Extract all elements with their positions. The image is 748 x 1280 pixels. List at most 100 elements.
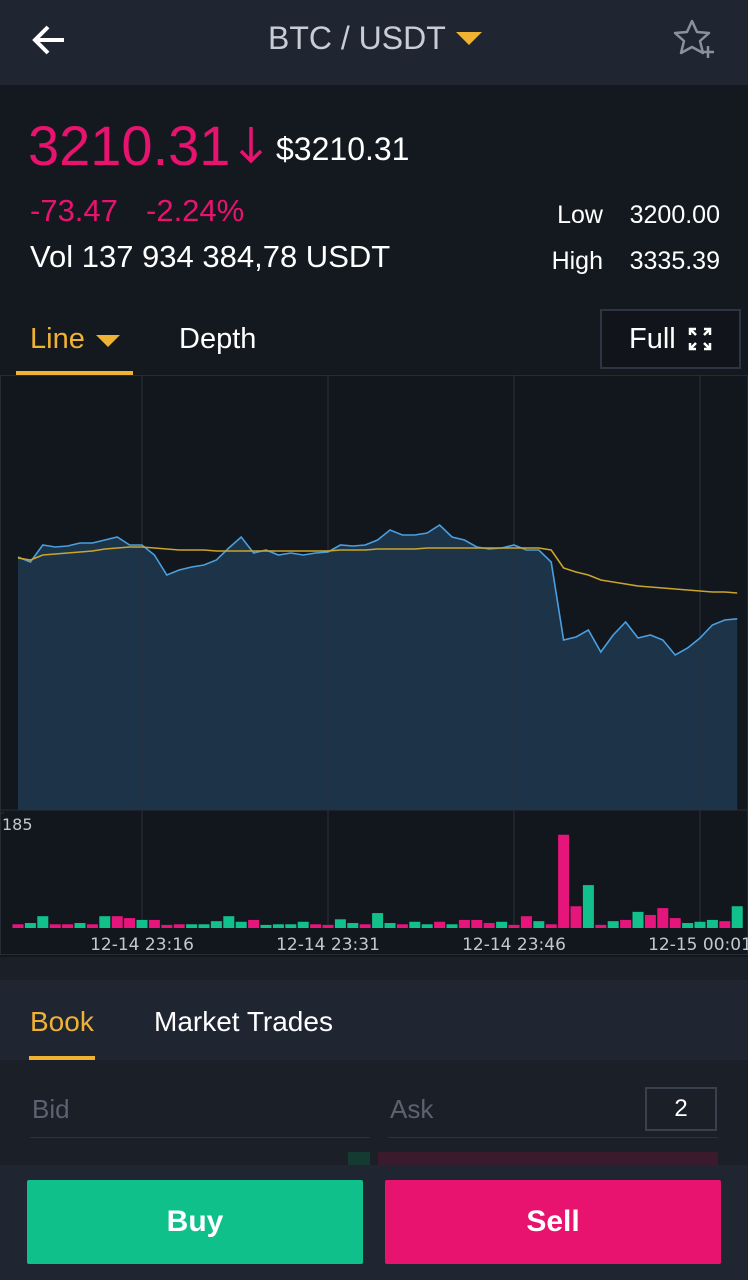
full-label: Full bbox=[629, 323, 676, 355]
volume-bar bbox=[12, 924, 24, 928]
volume-bar bbox=[49, 924, 61, 928]
price-area bbox=[18, 525, 738, 810]
y-tick-label: 185 bbox=[2, 815, 33, 834]
order-book: Bid Ask 2 bbox=[0, 1060, 748, 1165]
depth-selector[interactable]: 2 bbox=[645, 1087, 717, 1131]
last-price: 3210.31 bbox=[28, 114, 231, 177]
volume-bar bbox=[86, 924, 98, 928]
volume-bar bbox=[731, 906, 743, 928]
volume-bar bbox=[235, 921, 247, 928]
volume-bar bbox=[384, 923, 396, 928]
high-value: 3335.39 bbox=[629, 247, 720, 275]
back-button[interactable] bbox=[30, 22, 70, 58]
volume-bar bbox=[644, 914, 656, 928]
volume-bar bbox=[99, 916, 111, 928]
x-tick-label: 12-14 23:46 bbox=[462, 935, 566, 955]
volume-bar bbox=[682, 923, 694, 928]
volume-bar bbox=[223, 916, 235, 928]
volume-bar bbox=[483, 923, 495, 928]
volume-bar bbox=[520, 916, 532, 928]
volume-bar bbox=[359, 924, 371, 928]
average-line bbox=[17, 546, 738, 594]
header: BTC / USDT bbox=[0, 0, 748, 85]
line-dropdown[interactable] bbox=[96, 335, 120, 347]
buy-button[interactable]: Buy bbox=[27, 1180, 363, 1264]
sell-button[interactable]: Sell bbox=[385, 1180, 721, 1264]
action-bar: Buy Sell bbox=[0, 1165, 748, 1280]
volume-bar bbox=[334, 919, 346, 928]
volume-bar bbox=[260, 924, 272, 928]
full-icon bbox=[688, 327, 712, 351]
pair-dropdown[interactable] bbox=[456, 32, 482, 46]
volume-bar bbox=[124, 918, 136, 928]
favorite-button[interactable] bbox=[672, 18, 718, 60]
volume-bar bbox=[421, 924, 433, 928]
volume-bar bbox=[471, 919, 483, 928]
low-value: 3200.00 bbox=[629, 201, 720, 229]
volume-bar bbox=[198, 924, 210, 928]
volume-bar bbox=[111, 916, 123, 928]
x-tick-label: 12-14 23:31 bbox=[276, 935, 380, 955]
volume-bar bbox=[272, 924, 284, 928]
usd-price: $3210.31 bbox=[276, 131, 410, 167]
volume-bar bbox=[210, 921, 222, 928]
bid-depth-bar bbox=[348, 1152, 370, 1165]
volume-bar bbox=[545, 924, 557, 928]
volume-bar bbox=[24, 923, 36, 928]
volume-bar bbox=[620, 919, 632, 928]
volume-bar bbox=[297, 921, 309, 928]
x-tick-label: 12-15 00:01 bbox=[648, 935, 748, 955]
ask-header: Ask bbox=[390, 1094, 434, 1124]
volume: Vol 137 934 384,78 USDT bbox=[30, 239, 391, 274]
chart-tabs: Line Depth Full bbox=[0, 303, 748, 375]
price-change: -73.47 bbox=[30, 193, 118, 228]
volume-bar bbox=[322, 924, 334, 928]
tab-underline bbox=[29, 1056, 95, 1060]
volume-bar bbox=[396, 924, 408, 928]
high-label: High bbox=[551, 247, 603, 275]
volume-bar bbox=[161, 924, 173, 928]
volume-bar bbox=[248, 919, 260, 928]
volume-bar bbox=[558, 834, 570, 928]
tab-underline bbox=[16, 371, 133, 375]
ticker: 3210.31 $3210.31 -73.47 -2.24% Vol 137 9… bbox=[0, 85, 748, 303]
volume-bar bbox=[446, 924, 458, 928]
volume-bar bbox=[347, 923, 359, 928]
market-trades-tab[interactable]: Market Trades bbox=[154, 1006, 333, 1037]
volume-bar bbox=[669, 918, 681, 928]
book-tab[interactable]: Book bbox=[30, 1006, 94, 1037]
volume-bar bbox=[148, 919, 160, 928]
volume-bar bbox=[310, 924, 322, 928]
line-tab[interactable]: Line bbox=[30, 323, 85, 355]
price-line bbox=[17, 523, 738, 657]
divider bbox=[388, 1137, 718, 1138]
pair-title[interactable]: BTC / USDT bbox=[268, 20, 446, 56]
volume-bar bbox=[409, 921, 421, 928]
book-tabs: Book Market Trades bbox=[0, 980, 748, 1060]
divider bbox=[30, 1137, 370, 1138]
x-tick-label: 12-14 23:16 bbox=[90, 935, 194, 955]
volume-bar bbox=[657, 908, 669, 928]
volume-bar bbox=[458, 919, 470, 928]
volume-bar bbox=[136, 919, 148, 928]
price-chart: 12-14 23:16 12-14 23:31 12-14 23:46 12-15 0… bbox=[0, 375, 748, 957]
volume-bar bbox=[173, 924, 185, 928]
volume-bar bbox=[37, 916, 49, 928]
price-change-percent: -2.24% bbox=[146, 193, 245, 228]
volume-bar bbox=[632, 911, 644, 928]
down-arrow bbox=[239, 127, 263, 164]
volume-bar bbox=[595, 924, 607, 928]
volume-bar bbox=[285, 924, 297, 928]
volume-bar bbox=[694, 921, 706, 928]
volume-bar bbox=[508, 924, 520, 928]
low-label: Low bbox=[557, 201, 603, 229]
volume-bar bbox=[570, 906, 582, 928]
volume-bar bbox=[186, 924, 198, 928]
volume-bar bbox=[62, 924, 74, 928]
full-button[interactable]: Full bbox=[600, 309, 741, 369]
volume-bar bbox=[496, 921, 508, 928]
depth-tab[interactable]: Depth bbox=[179, 323, 257, 355]
volume-bar bbox=[434, 921, 446, 928]
